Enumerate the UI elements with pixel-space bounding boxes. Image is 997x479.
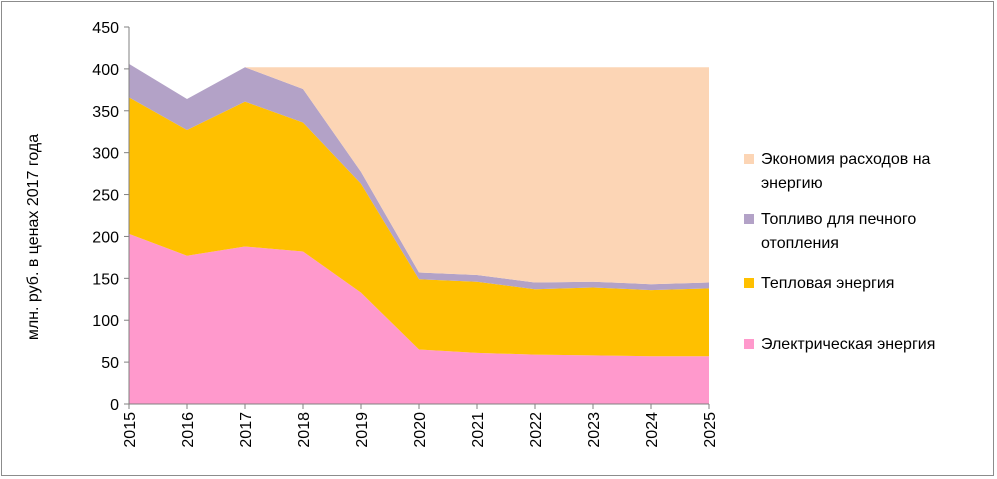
legend-item: Экономия расходов на энергию [744, 148, 976, 196]
area-series-2 [129, 97, 709, 357]
x-tick-label: 2024 [644, 412, 661, 448]
axes-layer [124, 26, 710, 409]
x-tick-label: 2015 [122, 412, 139, 448]
y-axis-label: млн. руб. в ценах 2017 года [25, 134, 42, 340]
y-tick-label: 400 [92, 62, 119, 79]
legend-label: Тепловая энергия [761, 275, 895, 292]
x-tick-label: 2025 [702, 412, 719, 448]
x-tick-label: 2020 [412, 412, 429, 448]
y-tick-label: 250 [92, 188, 119, 205]
legend-item: Тепловая энергия [744, 272, 976, 296]
x-tick-label: 2023 [586, 412, 603, 448]
y-tick-label: 450 [92, 20, 119, 37]
legend-swatch [744, 214, 754, 224]
legend-label: Топливо для печного отопления [761, 211, 917, 252]
legend-swatch [744, 154, 754, 164]
y-tick-label: 100 [92, 313, 119, 330]
x-tick-label: 2017 [238, 412, 255, 448]
legend-swatch [744, 339, 754, 349]
legend-item: Топливо для печного отопления [744, 208, 976, 256]
y-tick-labels: 0 50 100 150 200 250 300 350 400 450 [92, 20, 119, 414]
legend-label: Электрическая энергия [761, 336, 936, 353]
x-tick-label: 2022 [528, 412, 545, 448]
y-tick-label: 150 [92, 271, 119, 288]
legend-item: Электрическая энергия [744, 333, 976, 357]
legend-swatch [744, 278, 754, 288]
x-tick-label: 2016 [180, 412, 197, 448]
area-series-layer [129, 63, 709, 404]
y-tick-label: 50 [101, 355, 119, 372]
legend-label: Экономия расходов на энергию [761, 151, 931, 192]
area-series-4 [129, 63, 709, 285]
y-tick-label: 350 [92, 104, 119, 121]
area-series-1 [129, 233, 709, 404]
y-tick-label: 300 [92, 146, 119, 163]
x-tick-label: 2018 [296, 412, 313, 448]
y-tick-label: 200 [92, 229, 119, 246]
x-tick-labels: 2015 2016 2017 2018 2019 2020 2021 2022 2023 2024… [122, 412, 719, 448]
x-tick-label: 2021 [470, 412, 487, 448]
y-tick-label: 0 [110, 397, 119, 414]
x-tick-label: 2019 [354, 412, 371, 448]
